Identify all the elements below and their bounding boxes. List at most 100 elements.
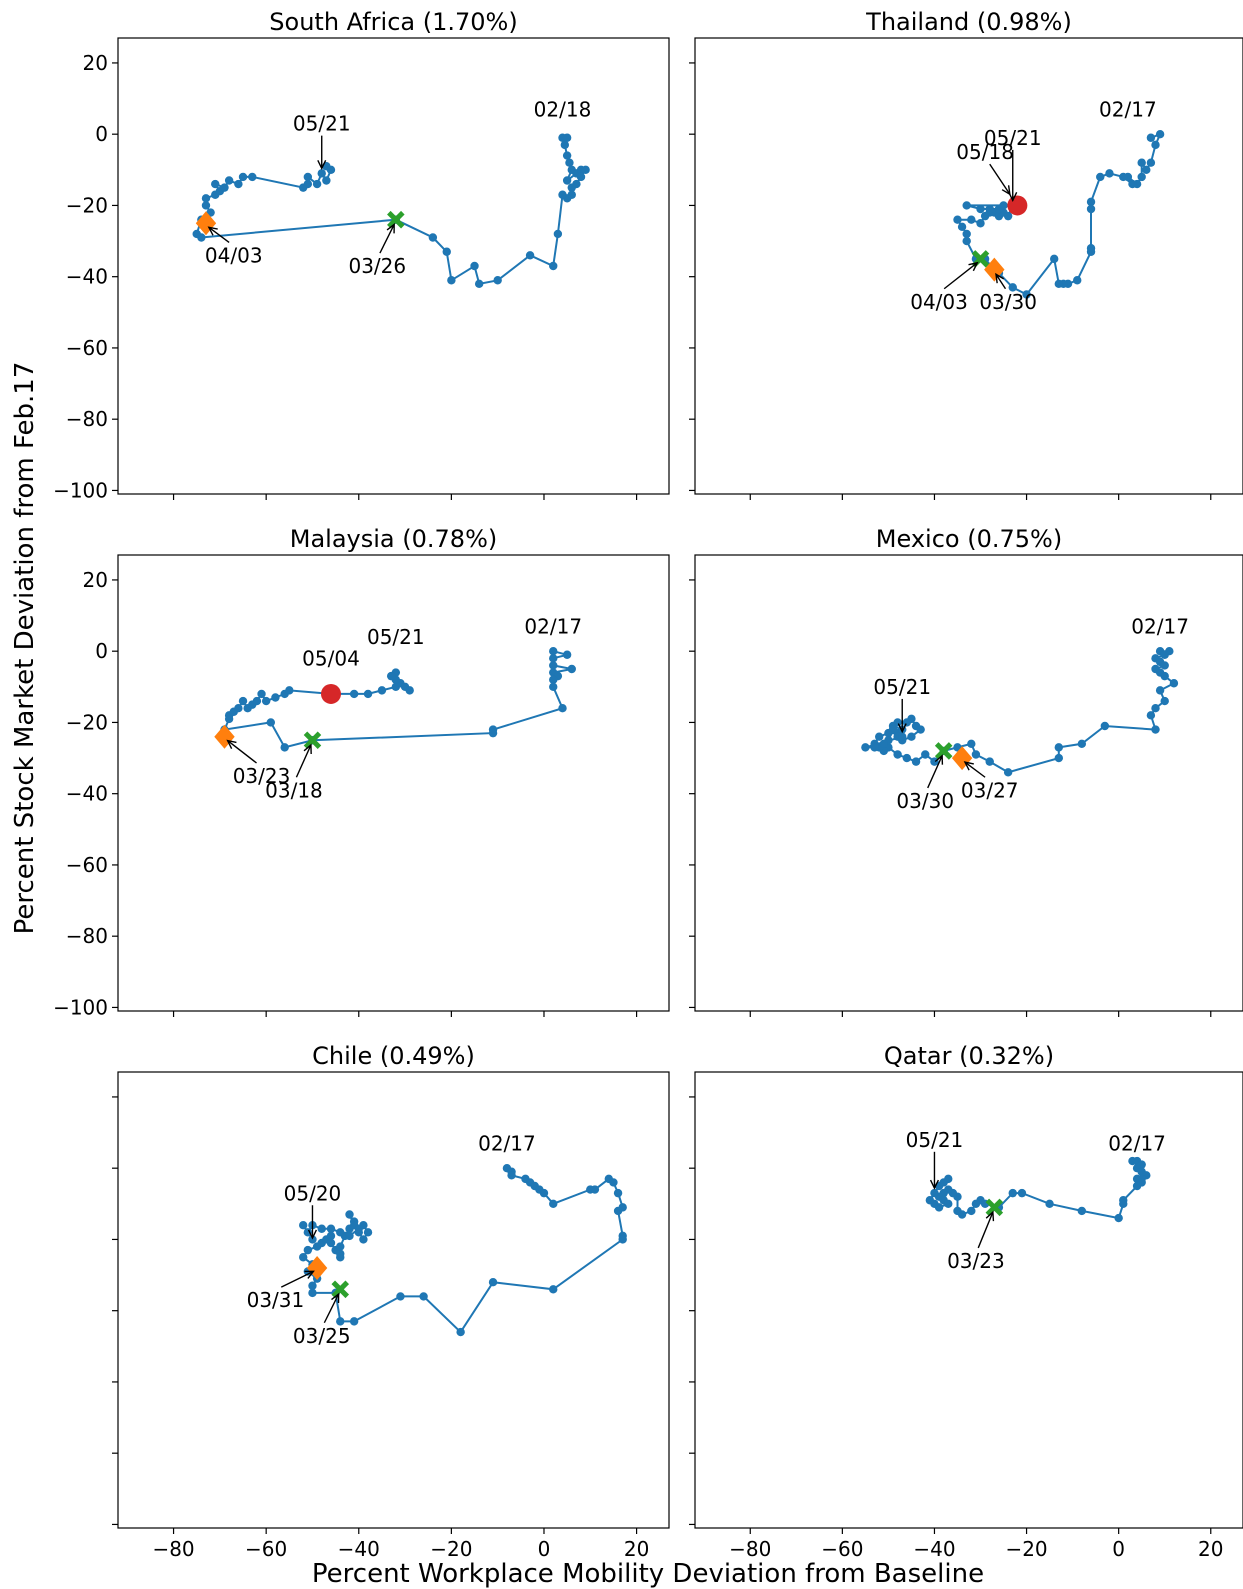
x-tick-label: −80 <box>152 1537 194 1561</box>
data-point <box>562 151 572 160</box>
data-point <box>1086 247 1096 256</box>
data-point <box>921 750 930 759</box>
data-point <box>962 229 971 239</box>
data-point <box>201 201 211 210</box>
data-point <box>1151 140 1160 150</box>
data-point <box>967 1206 976 1216</box>
data-point <box>336 1317 345 1326</box>
annotation-label: 05/21 <box>984 126 1042 150</box>
annotation-label: 05/21 <box>293 112 351 136</box>
data-point <box>898 732 907 741</box>
annotation-label: 03/23 <box>233 764 291 788</box>
data-point <box>962 201 971 210</box>
data-point <box>549 261 558 271</box>
data-point <box>930 1188 939 1198</box>
marker-diamond <box>195 211 217 236</box>
data-point <box>299 1253 308 1262</box>
data-point <box>303 172 313 182</box>
data-point <box>957 222 967 232</box>
data-point <box>234 703 243 713</box>
chart-panel-6: Qatar (0.32%) −80 −60 −40 −20 0 20 02/17 05/21 03… <box>689 1042 1243 1561</box>
data-point <box>1008 283 1017 292</box>
data-point <box>562 176 572 185</box>
data-point <box>377 686 387 695</box>
data-point <box>553 229 563 239</box>
data-point <box>456 1327 465 1337</box>
data-point <box>312 179 322 189</box>
data-point <box>192 229 201 239</box>
data-point <box>976 204 985 214</box>
data-point <box>967 739 976 749</box>
data-point <box>1077 1206 1087 1216</box>
data-point <box>994 204 1004 214</box>
data-point <box>1128 179 1137 189</box>
plot-frame <box>694 1071 1243 1529</box>
data-point <box>967 215 976 224</box>
plot-frame <box>117 554 670 1012</box>
data-point <box>322 176 331 185</box>
data-point <box>238 696 248 706</box>
data-point <box>1003 768 1013 777</box>
data-point <box>560 140 570 150</box>
annotation-label: 04/03 <box>910 290 968 314</box>
annotation-arrow <box>943 262 978 290</box>
annotation-arrow <box>989 163 1011 195</box>
data-point <box>1160 661 1169 670</box>
y-tick-label: −20 <box>66 193 108 217</box>
data-point <box>345 1210 354 1219</box>
data-point <box>861 743 870 752</box>
y-tick-label: −60 <box>66 853 108 877</box>
data-point <box>349 1317 359 1326</box>
plot-frame <box>694 37 1243 495</box>
x-tick-label: 0 <box>1112 1537 1125 1561</box>
annotation-label: 03/23 <box>947 1249 1005 1273</box>
data-point <box>1119 172 1128 182</box>
annotation-label: 05/18 <box>956 140 1014 164</box>
data-point <box>1160 696 1169 706</box>
data-point <box>299 1220 308 1230</box>
annotation-arrow <box>208 226 230 243</box>
x-tick-label: −40 <box>913 1537 955 1561</box>
data-point <box>953 1206 962 1216</box>
data-point <box>336 1249 345 1258</box>
y-tick-label: 20 <box>83 51 108 75</box>
annotation-arrow <box>280 1270 314 1288</box>
data-point <box>1086 204 1096 214</box>
series-line <box>928 1160 1148 1220</box>
marker-x <box>934 742 953 760</box>
annotation-arrowhead <box>1001 185 1011 196</box>
data-point <box>252 696 262 706</box>
data-point <box>474 279 484 289</box>
annotation-label: 03/27 <box>961 778 1019 802</box>
data-point <box>558 703 567 713</box>
data-point <box>613 1206 623 1216</box>
data-point <box>261 696 271 706</box>
data-point <box>363 1228 373 1237</box>
data-point <box>447 276 456 285</box>
annotation-label: 05/04 <box>302 646 360 670</box>
y-tick-label: 20 <box>83 568 108 592</box>
data-point <box>1155 129 1165 139</box>
panel-title: Malaysia (0.78%) <box>290 525 497 553</box>
data-point <box>220 183 229 192</box>
data-point <box>1114 1213 1123 1223</box>
data-point <box>1054 743 1063 752</box>
annotation-arrowhead <box>985 1210 995 1222</box>
series-line <box>865 650 1176 774</box>
x-tick-label: 0 <box>538 1537 551 1561</box>
data-point <box>1119 1199 1128 1209</box>
chart-panel-3: Malaysia (0.78%) 20 0 −20 −40 −60 −80 −100 02/17… <box>53 525 670 1019</box>
data-point <box>354 1224 363 1233</box>
data-point <box>1155 686 1165 695</box>
marker-x <box>985 1198 1004 1217</box>
data-point <box>902 753 912 763</box>
data-point <box>1054 753 1063 763</box>
data-point <box>618 1235 627 1244</box>
y-tick-label: 0 <box>95 639 108 663</box>
data-point <box>201 194 211 203</box>
data-point <box>1077 739 1087 749</box>
y-tick-label: −80 <box>66 407 108 431</box>
y-tick-label: −100 <box>53 478 108 502</box>
data-point <box>1008 1188 1017 1198</box>
